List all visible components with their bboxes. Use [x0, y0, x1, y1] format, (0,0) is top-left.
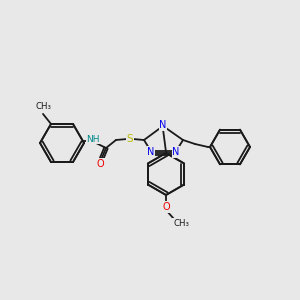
Text: NH: NH — [86, 134, 100, 143]
Text: S: S — [127, 134, 133, 144]
Text: CH₃: CH₃ — [173, 218, 189, 227]
Text: O: O — [96, 159, 104, 169]
Text: O: O — [162, 202, 170, 212]
Text: N: N — [172, 147, 180, 157]
Text: CH₃: CH₃ — [35, 102, 51, 111]
Text: N: N — [147, 147, 155, 157]
Text: N: N — [159, 120, 167, 130]
